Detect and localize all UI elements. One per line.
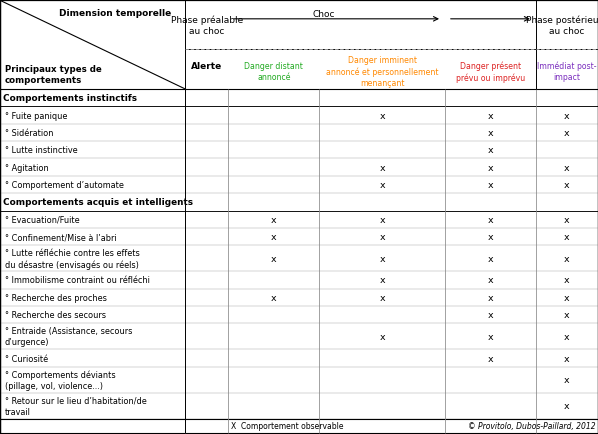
Text: x: x [379,181,385,190]
Text: Principaux types de
comportements: Principaux types de comportements [5,65,102,85]
Text: x: x [564,332,570,341]
Text: Danger distant
annoncé: Danger distant annoncé [245,62,303,82]
Text: ° Recherche des secours: ° Recherche des secours [5,310,106,319]
Text: x: x [379,111,385,120]
Text: Immédiat post-
impact: Immédiat post- impact [537,62,597,82]
Text: x: x [564,354,570,363]
Text: x: x [487,354,493,363]
Text: x: x [379,233,385,241]
Text: x: x [564,181,570,190]
Text: x: x [564,254,570,263]
Text: x: x [379,163,385,172]
Text: x: x [379,215,385,224]
Text: x: x [271,293,277,302]
Text: ° Comportements déviants
(pillage, vol, violence...): ° Comportements déviants (pillage, vol, … [5,370,115,390]
Text: x: x [564,111,570,120]
Text: x: x [487,254,493,263]
Text: x: x [564,293,570,302]
Text: ° Evacuation/Fuite: ° Evacuation/Fuite [5,215,80,224]
Text: x: x [564,215,570,224]
Text: x: x [379,254,385,263]
Text: ° Recherche des proches: ° Recherche des proches [5,293,106,302]
Text: x: x [564,128,570,138]
Text: x: x [564,233,570,241]
Text: x: x [487,163,493,172]
Text: Comportements instinctifs: Comportements instinctifs [3,94,137,103]
Text: ° Lutte instinctive: ° Lutte instinctive [5,146,77,155]
Text: x: x [487,146,493,155]
Text: x: x [487,310,493,319]
Text: x: x [271,233,277,241]
Text: x: x [487,181,493,190]
Text: x: x [487,276,493,285]
Text: Phase postérieure
au choc: Phase postérieure au choc [526,15,598,36]
Text: Phase préalable
au choc: Phase préalable au choc [171,15,243,36]
Text: x: x [271,215,277,224]
Text: X  Comportement observable: X Comportement observable [231,421,344,431]
Text: x: x [379,293,385,302]
Text: ° Lutte réfléchie contre les effets
du désastre (envisagés ou réels): ° Lutte réfléchie contre les effets du d… [5,248,139,269]
Text: Danger imminent
annoncé et personnellement
menançant: Danger imminent annoncé et personnelleme… [326,56,438,88]
Text: x: x [564,276,570,285]
Text: ° Curiosité: ° Curiosité [5,354,48,363]
Text: ° Fuite panique: ° Fuite panique [5,111,67,120]
Text: x: x [487,293,493,302]
Text: Comportements acquis et intelligents: Comportements acquis et intelligents [3,198,193,207]
Text: ° Agitation: ° Agitation [5,163,48,172]
Text: x: x [564,375,570,385]
Text: ° Sidération: ° Sidération [5,128,53,138]
Text: ° Entraide (Assistance, secours
d’urgence): ° Entraide (Assistance, secours d’urgenc… [5,326,132,347]
Text: x: x [379,332,385,341]
Text: Danger présent
prévu ou imprévu: Danger présent prévu ou imprévu [456,61,525,82]
Text: x: x [487,128,493,138]
Text: x: x [379,276,385,285]
Text: © Provitolo, Dubos-Paillard, 2012: © Provitolo, Dubos-Paillard, 2012 [468,421,596,431]
Text: x: x [564,163,570,172]
Text: x: x [564,401,570,410]
Text: ° Comportement d’automate: ° Comportement d’automate [5,181,124,190]
Text: Dimension temporelle: Dimension temporelle [59,9,171,18]
Text: ° Retour sur le lieu d’habitation/de
travail: ° Retour sur le lieu d’habitation/de tra… [5,396,147,416]
Text: x: x [564,310,570,319]
Text: x: x [487,111,493,120]
Text: Choc: Choc [313,10,335,19]
Text: x: x [271,254,277,263]
Text: x: x [487,332,493,341]
Text: x: x [487,233,493,241]
Text: ° Immobilisme contraint ou réfléchi: ° Immobilisme contraint ou réfléchi [5,276,150,285]
Text: ° Confinement/Mise à l’abri: ° Confinement/Mise à l’abri [5,233,117,241]
Text: x: x [487,215,493,224]
Text: Alerte: Alerte [191,61,222,70]
